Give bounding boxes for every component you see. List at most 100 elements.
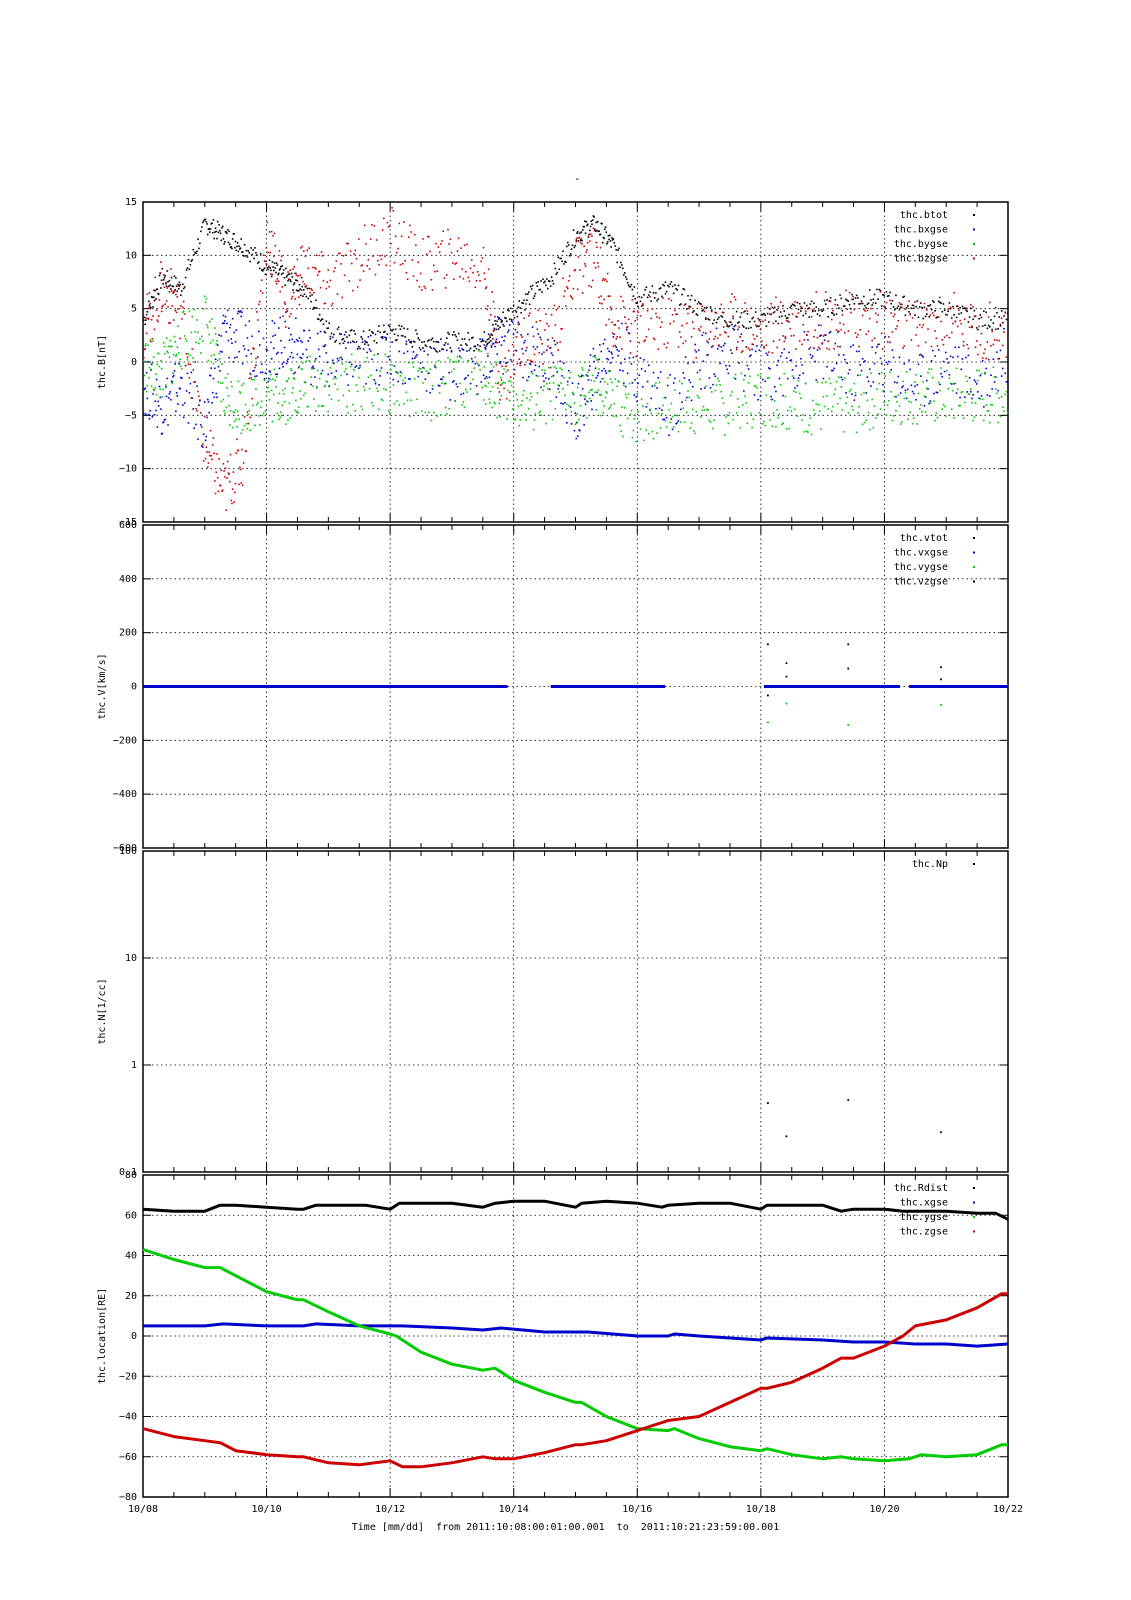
data-point <box>836 402 839 405</box>
data-point <box>567 244 570 246</box>
data-point <box>411 259 414 262</box>
data-point <box>578 418 580 421</box>
data-point <box>317 271 320 273</box>
data-point <box>200 335 203 338</box>
data-point <box>838 307 840 309</box>
data-point <box>250 247 253 249</box>
data-point <box>258 344 261 346</box>
data-point <box>287 358 289 361</box>
data-point <box>233 233 235 235</box>
y-tick-label: 0 <box>131 357 137 368</box>
data-point <box>639 314 642 317</box>
data-point <box>165 384 167 386</box>
data-point <box>270 341 272 344</box>
data-point <box>642 385 644 388</box>
data-point <box>751 426 753 429</box>
data-point <box>946 313 948 316</box>
data-point <box>760 414 763 417</box>
data-point <box>642 304 644 307</box>
data-point <box>568 376 571 379</box>
data-point <box>432 264 435 267</box>
data-point <box>252 249 254 251</box>
data-point <box>317 405 320 407</box>
data-point <box>495 338 498 341</box>
legend-label: thc.zgse <box>900 1227 948 1238</box>
data-point <box>451 334 454 336</box>
data-point <box>274 244 277 247</box>
data-point <box>529 392 532 395</box>
data-point <box>842 431 845 433</box>
data-point <box>396 251 398 254</box>
data-point <box>365 382 367 385</box>
data-point <box>455 361 458 363</box>
data-point <box>720 303 723 306</box>
y-tick-label: 60 <box>125 1210 137 1221</box>
data-point <box>162 283 164 285</box>
data-point <box>173 369 176 372</box>
data-point <box>604 338 606 341</box>
data-point <box>890 312 892 314</box>
data-point <box>391 341 393 343</box>
data-point <box>152 315 154 317</box>
data-point <box>478 274 480 276</box>
data-point <box>149 339 152 341</box>
data-point <box>1006 411 1009 414</box>
data-point <box>571 391 574 394</box>
data-point <box>691 311 694 314</box>
y-tick-label: −400 <box>113 789 137 800</box>
data-point <box>220 335 223 337</box>
data-point <box>622 435 624 438</box>
data-point <box>449 238 452 241</box>
data-point <box>199 399 201 401</box>
data-point <box>210 367 213 369</box>
data-point <box>371 330 373 333</box>
data-point <box>358 367 360 370</box>
data-point <box>596 358 599 361</box>
data-point <box>315 268 317 270</box>
data-point <box>627 393 630 396</box>
data-point <box>347 411 349 414</box>
figure-title: - <box>574 172 581 185</box>
data-point <box>754 311 757 313</box>
data-point <box>967 347 970 350</box>
data-point <box>984 371 986 374</box>
data-point <box>866 303 869 306</box>
data-point <box>999 324 1002 327</box>
data-point <box>162 388 164 391</box>
data-point <box>524 363 526 366</box>
data-point <box>413 357 416 359</box>
data-point <box>666 284 669 287</box>
data-point <box>438 350 441 352</box>
data-point <box>834 388 837 391</box>
data-point <box>1000 317 1003 320</box>
data-point <box>171 305 174 307</box>
data-point <box>872 426 875 429</box>
data-point <box>218 352 220 355</box>
data-point <box>241 362 244 365</box>
data-point <box>277 327 280 329</box>
data-point <box>475 384 478 387</box>
data-point <box>150 385 153 388</box>
data-point <box>640 398 643 400</box>
data-point <box>221 490 223 493</box>
data-point <box>852 409 854 411</box>
data-point <box>832 309 834 312</box>
data-point <box>242 345 245 347</box>
data-point <box>171 382 174 385</box>
data-point <box>187 363 190 366</box>
data-point <box>252 370 254 372</box>
data-point <box>778 377 781 380</box>
data-point <box>808 316 810 318</box>
data-point <box>189 363 192 366</box>
data-point <box>840 376 843 379</box>
data-point <box>820 308 822 311</box>
data-point <box>265 395 268 398</box>
data-point <box>972 305 974 308</box>
data-point <box>947 310 950 313</box>
data-point <box>208 411 210 414</box>
data-point <box>577 240 580 242</box>
data-point <box>520 334 522 336</box>
data-point <box>541 291 543 293</box>
data-point <box>523 341 525 344</box>
data-point <box>880 362 883 365</box>
